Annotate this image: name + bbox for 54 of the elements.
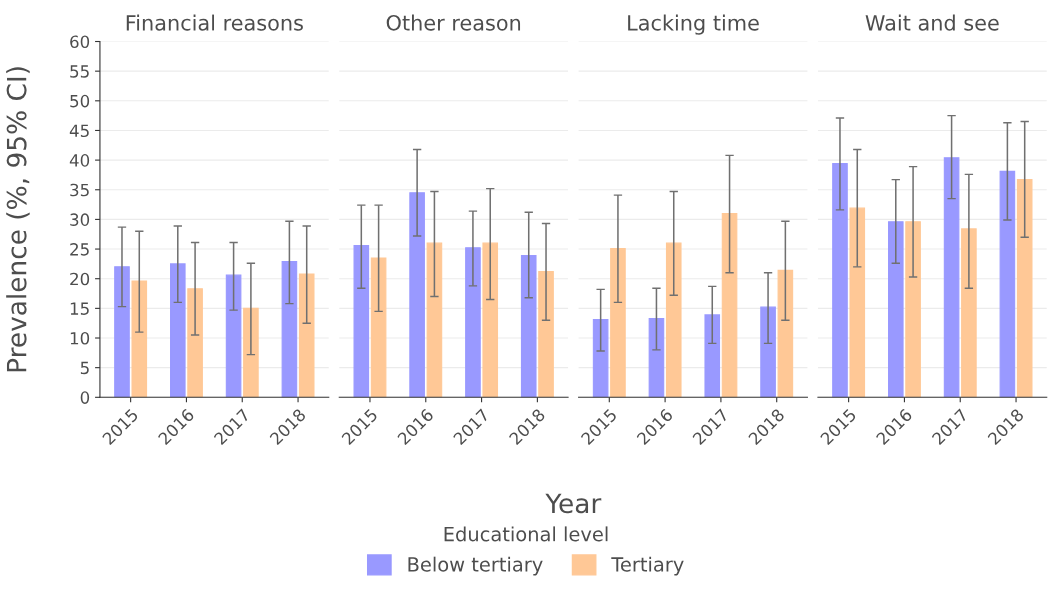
y-tick-label: 50	[70, 94, 90, 108]
bar	[131, 280, 148, 398]
bar	[281, 260, 298, 398]
y-tick-label: 20	[70, 272, 90, 286]
bar	[610, 247, 626, 398]
bar	[665, 242, 682, 398]
bar	[225, 274, 242, 398]
y-tick-label: 35	[70, 183, 89, 197]
y-tick-label: 0	[80, 391, 90, 404]
legend-title: Educational level	[444, 526, 608, 542]
bar	[243, 307, 259, 398]
bar	[1016, 179, 1033, 398]
bar	[114, 266, 130, 398]
y-tick-label: 45	[69, 124, 89, 138]
legend-label: Below tertiary	[408, 556, 543, 576]
bar	[370, 257, 387, 398]
bar	[426, 242, 443, 398]
chart-title: Financial reasons	[126, 14, 303, 31]
chart-title: Other reason	[386, 14, 521, 31]
bar	[704, 314, 721, 398]
y-tick-label: 60	[70, 35, 90, 49]
bar	[482, 242, 499, 398]
bar	[721, 212, 738, 398]
y-tick-label: 40	[69, 154, 90, 167]
chart-title: Lacking time	[628, 14, 759, 35]
bar	[832, 163, 848, 398]
bar	[648, 317, 665, 398]
bar	[298, 273, 315, 398]
chart-title: Wait and see	[865, 14, 999, 31]
bar	[538, 271, 554, 398]
bar	[169, 263, 186, 398]
x-axis-title: Year	[545, 493, 602, 514]
bar	[999, 170, 1016, 398]
legend-label: Tertiary	[611, 556, 684, 576]
bar	[961, 228, 977, 398]
y-tick-label: 55	[70, 65, 89, 78]
bar	[187, 288, 203, 398]
bar	[849, 207, 866, 398]
y-tick-label: 5	[80, 361, 89, 375]
y-tick-label: 30	[70, 213, 90, 226]
bar	[887, 221, 904, 398]
y-tick-label: 10	[70, 331, 90, 345]
bar	[760, 306, 776, 398]
bar	[592, 319, 609, 398]
bar	[353, 244, 370, 398]
bar	[777, 269, 794, 398]
bar	[409, 192, 425, 398]
bar	[520, 255, 537, 398]
y-tick-label: 25	[70, 243, 89, 256]
bar	[465, 247, 481, 398]
y-tick-label: 15	[70, 302, 89, 315]
y-axis-title: Prevalence (%, 95% CI)	[6, 67, 30, 372]
bar	[905, 221, 921, 398]
bar	[943, 157, 960, 398]
